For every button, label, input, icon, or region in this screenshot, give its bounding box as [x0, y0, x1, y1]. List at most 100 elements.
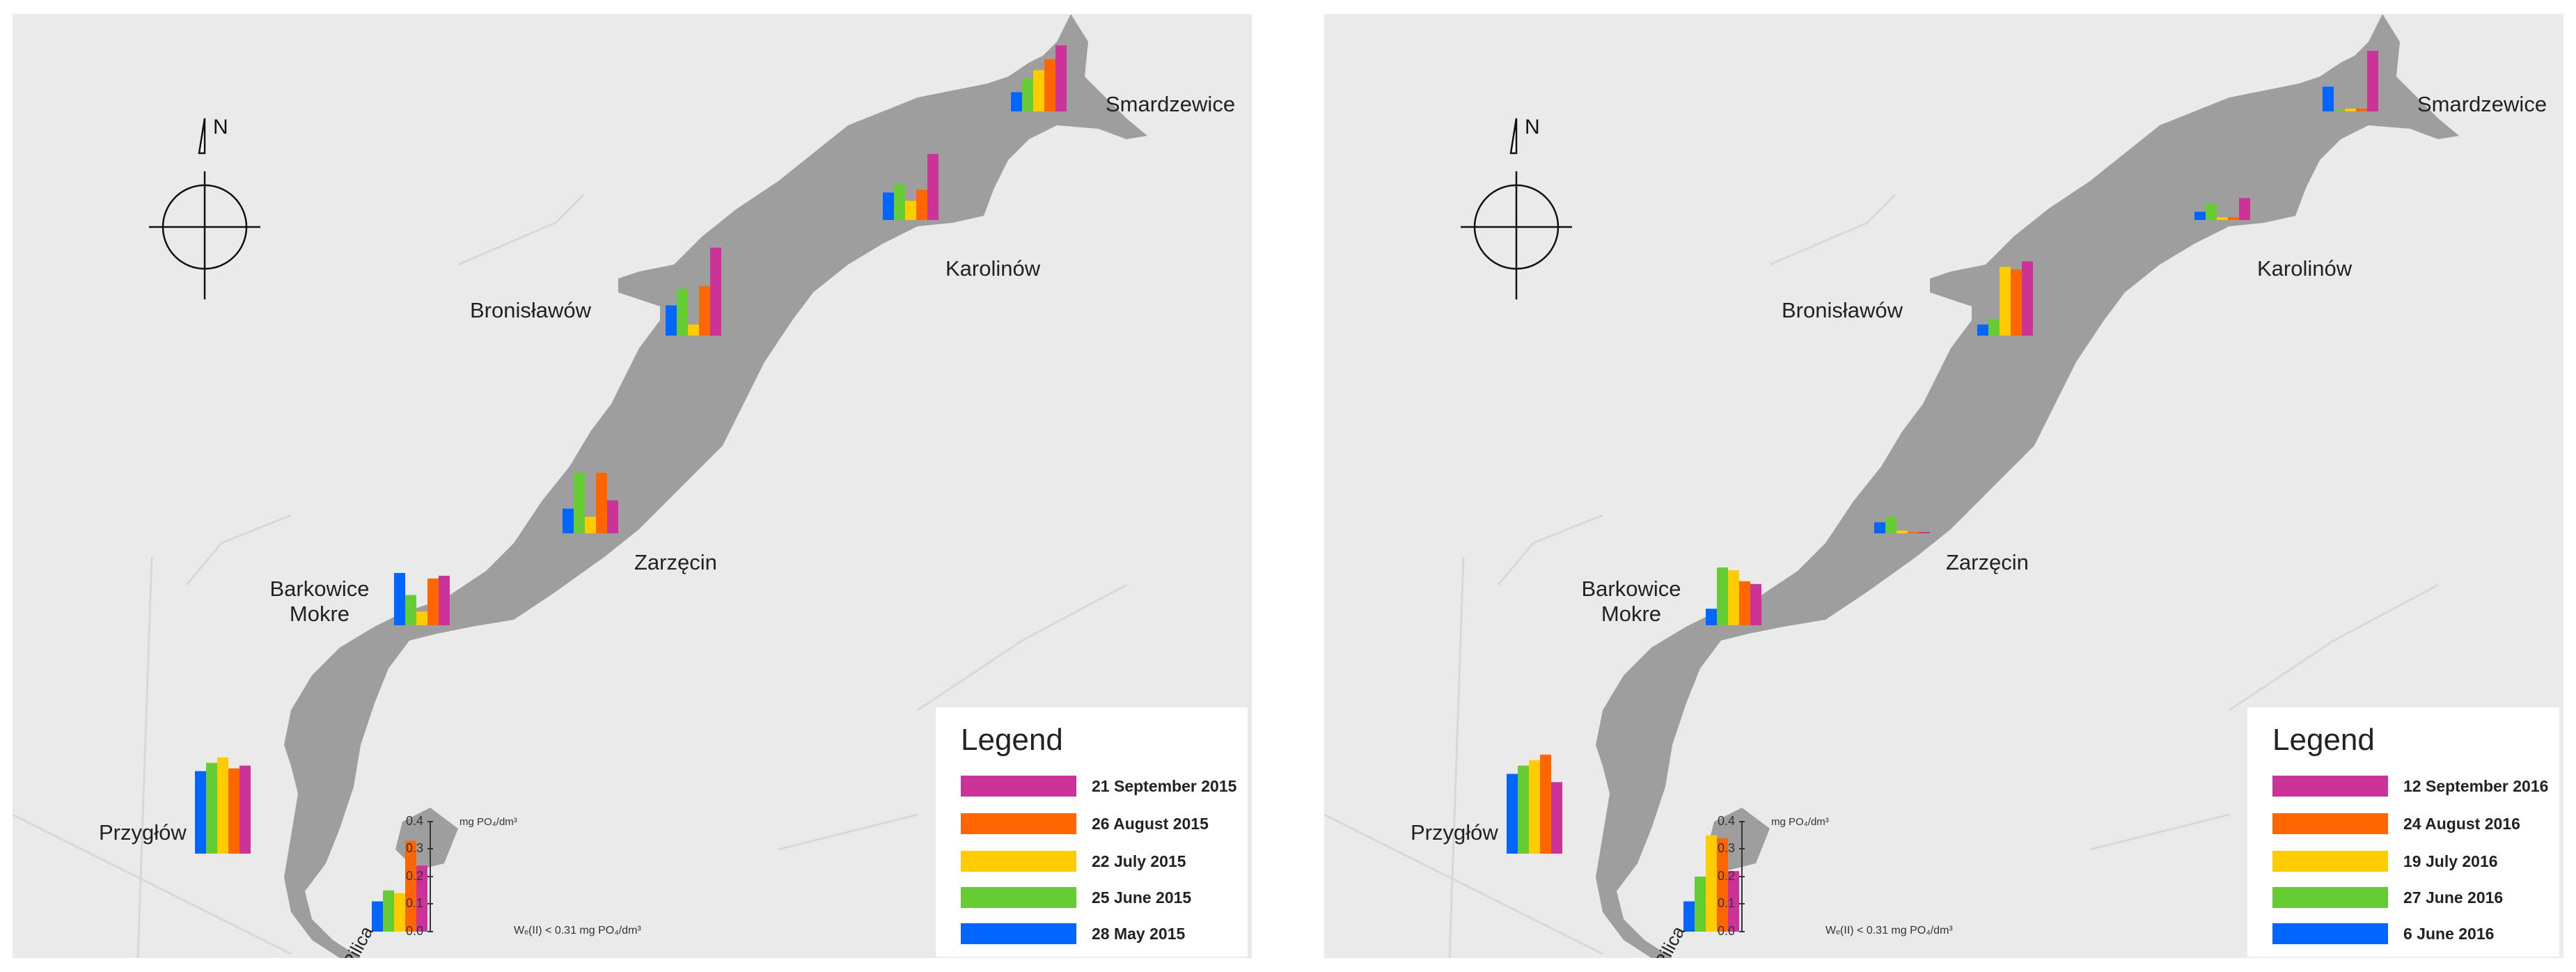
legend: Legend 21 September 2015 26 August 2015 … — [936, 707, 1248, 957]
bar-pilica — [1728, 871, 1739, 932]
scale-note: Wₑ(II) < 0.31 mg PO₄/dm³ — [514, 925, 641, 936]
bar-barkowice-mokre — [427, 578, 439, 625]
bar-pilica — [372, 901, 383, 932]
legend-label: 28 May 2015 — [1092, 925, 1186, 943]
bar-zarzęcin — [1896, 531, 1908, 533]
bar-karolinów — [905, 201, 916, 220]
legend-label: 25 June 2015 — [1092, 888, 1192, 907]
place-mokre: Mokre — [1601, 602, 1662, 626]
legend: Legend 12 September 2016 24 August 2016 … — [2247, 707, 2559, 957]
bar-karolinów — [2239, 198, 2250, 220]
place-mokre: Mokre — [289, 602, 350, 626]
map-panel-2015: N Smardzewice Karolinów Bronisławów Zarz… — [13, 14, 1252, 958]
north-label: N — [213, 116, 228, 139]
bar-smardzewice — [1055, 45, 1067, 111]
place-smardzewice: Smardzewice — [1106, 92, 1236, 116]
bar-pilica — [1717, 838, 1728, 932]
bar-zarzęcin — [1919, 532, 1930, 533]
scale-tick: 0.2 — [1717, 869, 1735, 883]
scale-unit: mg PO₄/dm³ — [460, 816, 517, 828]
compass-rose — [1461, 118, 1572, 299]
bar-barkowice-mokre — [1717, 567, 1728, 625]
place-bronislawow: Bronisławów — [1782, 298, 1903, 322]
bar-karolinów — [2228, 217, 2239, 220]
legend-title: Legend — [961, 723, 1063, 757]
bar-karolinów — [883, 192, 894, 220]
bar-przygłów — [195, 771, 206, 854]
scale-tick: 0.2 — [405, 869, 423, 883]
bar-zarzęcin — [563, 508, 574, 533]
legend-swatch — [961, 887, 1076, 908]
bar-smardzewice — [2345, 109, 2356, 111]
bar-smardzewice — [1022, 78, 1033, 111]
bar-przygłów — [217, 757, 228, 854]
legend-label: 24 August 2016 — [2403, 815, 2520, 833]
north-label: N — [1525, 116, 1540, 139]
bar-barkowice-mokre — [439, 575, 450, 625]
bar-karolinów — [927, 154, 938, 220]
bar-przygłów — [1518, 765, 1529, 854]
compass-rose — [149, 118, 260, 299]
place-zarzecin: Zarzęcin — [1946, 550, 2029, 574]
legend-label: 19 July 2016 — [2403, 852, 2498, 870]
legend-swatch — [2272, 851, 2388, 872]
scale-tick: 0.1 — [405, 896, 423, 910]
map-panel-2016: N Smardzewice Karolinów Bronisławów Zarz… — [1324, 14, 2563, 958]
legend-label: 6 June 2016 — [2403, 925, 2495, 943]
place-barkowice: Barkowice — [1581, 577, 1681, 601]
bar-bronisławów — [666, 305, 677, 336]
place-zarzecin: Zarzęcin — [634, 550, 717, 574]
bar-barkowice-mokre — [1739, 581, 1750, 625]
scale-tick: 0.0 — [405, 924, 423, 938]
legend-swatch — [2272, 923, 2388, 944]
legend-swatch — [961, 776, 1076, 797]
bar-bronisławów — [2022, 261, 2033, 336]
bar-bronisławów — [1977, 324, 1988, 336]
bar-smardzewice — [2323, 86, 2334, 111]
bar-przygłów — [1551, 782, 1562, 854]
bar-karolinów — [2206, 203, 2217, 220]
bar-karolinów — [916, 189, 927, 220]
bar-barkowice-mokre — [1728, 570, 1739, 625]
bar-przygłów — [1529, 760, 1540, 854]
bar-pilica — [1683, 901, 1695, 932]
bar-karolinów — [2194, 212, 2206, 220]
scale-note: Wₑ(II) < 0.31 mg PO₄/dm³ — [1825, 925, 1953, 936]
map-canvas — [1324, 14, 2459, 958]
map-canvas — [13, 14, 1147, 958]
legend-swatch — [961, 813, 1076, 834]
roads — [1324, 194, 2439, 958]
bar-karolinów — [894, 184, 905, 220]
legend-swatch — [2272, 813, 2388, 834]
scale-unit: mg PO₄/dm³ — [1771, 816, 1829, 828]
legend-title: Legend — [2272, 723, 2375, 757]
place-barkowice-mokre: Barkowice Mokre — [267, 577, 372, 627]
place-barkowice: Barkowice — [269, 577, 370, 601]
bar-zarzęcin — [1874, 522, 1885, 533]
bar-przygłów — [228, 768, 239, 854]
bar-zarzęcin — [596, 473, 607, 533]
legend-label: 26 August 2015 — [1092, 815, 1209, 833]
bar-barkowice-mokre — [1750, 583, 1761, 625]
bar-pilica — [405, 840, 416, 932]
bar-pilica — [383, 890, 394, 932]
bar-barkowice-mokre — [405, 595, 416, 625]
bar-barkowice-mokre — [394, 572, 405, 625]
bar-smardzewice — [2334, 110, 2345, 111]
scale-axis — [1739, 821, 1745, 932]
legend-label: 27 June 2016 — [2403, 888, 2504, 907]
bar-przygłów — [1540, 754, 1551, 854]
bar-smardzewice — [2367, 51, 2378, 111]
bar-smardzewice — [1033, 70, 1044, 111]
bar-przygłów — [206, 762, 217, 854]
station-bars — [1507, 51, 2378, 932]
legend-label: 22 July 2015 — [1092, 852, 1186, 870]
bar-zarzęcin — [1908, 532, 1919, 533]
legend-swatch — [961, 923, 1076, 944]
station-bars — [195, 45, 1067, 932]
scale-axis — [427, 821, 433, 932]
bar-pilica — [1695, 877, 1706, 932]
place-karolinow: Karolinów — [945, 256, 1041, 281]
bar-przygłów — [239, 765, 251, 854]
bar-pilica — [416, 865, 427, 932]
